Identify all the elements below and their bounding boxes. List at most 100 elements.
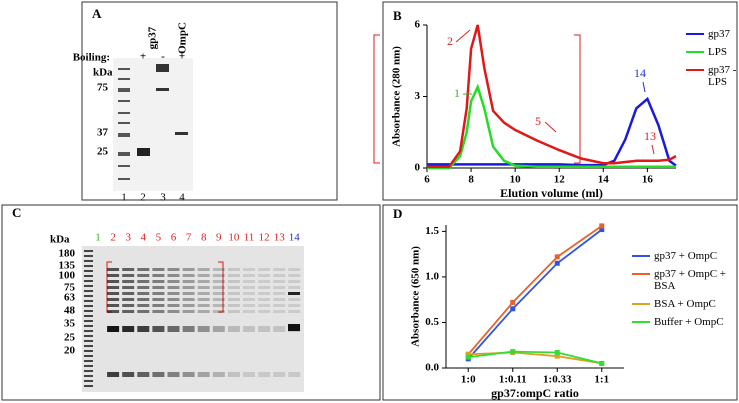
gel-band (84, 380, 93, 382)
gel-band (197, 274, 210, 277)
gel-band (118, 133, 130, 137)
marker-label: 48 (64, 305, 76, 317)
gel-band (288, 310, 301, 313)
gel-band (84, 260, 93, 262)
annotation: 2 (447, 34, 453, 48)
gel-band (84, 305, 93, 307)
gel-band (137, 280, 150, 283)
gel-band (137, 326, 150, 332)
gel-band (212, 304, 225, 307)
gel-band (288, 268, 301, 271)
gel-band (118, 78, 130, 80)
marker-label: 180 (59, 248, 76, 260)
gel-band (243, 274, 255, 277)
gel-band (273, 268, 286, 271)
legend-entry: gp37 (686, 28, 738, 40)
gel-band (197, 286, 210, 289)
x-tick-label: 10 (510, 174, 522, 186)
lane-number: 6 (171, 232, 177, 244)
gel-band (152, 286, 165, 289)
gel-band (288, 304, 301, 307)
panel-label: D (393, 206, 402, 221)
gel-band (212, 268, 225, 271)
gel-band (182, 304, 195, 307)
annotation: 14 (634, 66, 646, 80)
gel-band (212, 326, 225, 332)
gel-band (212, 298, 225, 301)
gel-band (167, 292, 180, 295)
gel-band (243, 292, 255, 295)
gel-band (258, 280, 271, 283)
legend-swatch (686, 51, 704, 53)
gel-band (118, 88, 130, 92)
legend: gp37 + OmpC gp37 + OmpC + BSA BSA + OmpC Bu… (632, 250, 728, 334)
y-tick-label: 6 (415, 19, 421, 31)
gel-band (288, 324, 300, 331)
gel-band (243, 310, 255, 313)
point (465, 351, 471, 357)
gel-band (182, 326, 195, 332)
legend: gp37 LPS gp37 - LPS (686, 28, 738, 94)
marker-label: 63 (64, 292, 76, 304)
marker-label: 35 (64, 318, 76, 330)
gel-band (84, 375, 93, 377)
gel-band (243, 268, 255, 271)
gel-band (273, 310, 286, 313)
point (599, 360, 605, 366)
annotation-arrow (642, 81, 646, 93)
point (554, 350, 560, 356)
series-line (467, 228, 603, 360)
gel-band (107, 274, 120, 277)
gel-band (122, 372, 135, 377)
gel-band (84, 275, 93, 277)
point (510, 349, 516, 355)
gel-band (273, 372, 286, 377)
legend-swatch (632, 273, 650, 275)
y-tick-label: 0.5 (425, 316, 439, 328)
lane-number: 1 (95, 232, 101, 244)
lane-number: 4 (141, 232, 147, 244)
y-tick-label: 0.0 (425, 362, 439, 374)
gel-band (197, 292, 210, 295)
gel-band (167, 298, 180, 301)
panel-frame (1, 204, 381, 401)
gel-band (197, 268, 210, 271)
x-tick-label: 12 (554, 174, 566, 186)
gel-band (84, 370, 93, 372)
x-tick-label: 1:1 (594, 374, 609, 386)
gel-band (182, 292, 195, 295)
gel-band (84, 325, 93, 327)
gel-band (84, 335, 93, 337)
gel-band (258, 286, 271, 289)
marker-label: 75 (64, 282, 76, 294)
lane-number: 7 (186, 232, 192, 244)
gel-band (258, 274, 271, 277)
gel-band (197, 310, 210, 313)
gel-band (152, 280, 165, 283)
gel-band (288, 372, 301, 377)
legend-swatch (686, 33, 704, 35)
legend-entry: LPS (686, 46, 738, 58)
gel-band (197, 372, 210, 377)
gel-band (84, 250, 93, 252)
gel-band (182, 280, 195, 283)
gel-band (227, 304, 240, 307)
gel-band (152, 326, 165, 332)
marker-label: 25 (64, 332, 76, 344)
gel-band (84, 315, 93, 317)
gel-band (258, 310, 271, 313)
gel-band (227, 372, 240, 377)
gel-band (258, 304, 271, 307)
legend-entry: gp37 + OmpC + BSA (632, 268, 728, 292)
gel-band (227, 286, 240, 289)
panel-frame (81, 1, 338, 201)
legend-entry: Buffer + OmpC (632, 316, 728, 328)
gel (113, 58, 193, 191)
gel-band (152, 292, 165, 295)
gel-band (84, 265, 93, 267)
gel-band (182, 372, 195, 377)
point (599, 227, 605, 233)
boiling-sign: + (140, 51, 146, 63)
legend-swatch (632, 255, 650, 257)
gel-band (122, 292, 135, 295)
